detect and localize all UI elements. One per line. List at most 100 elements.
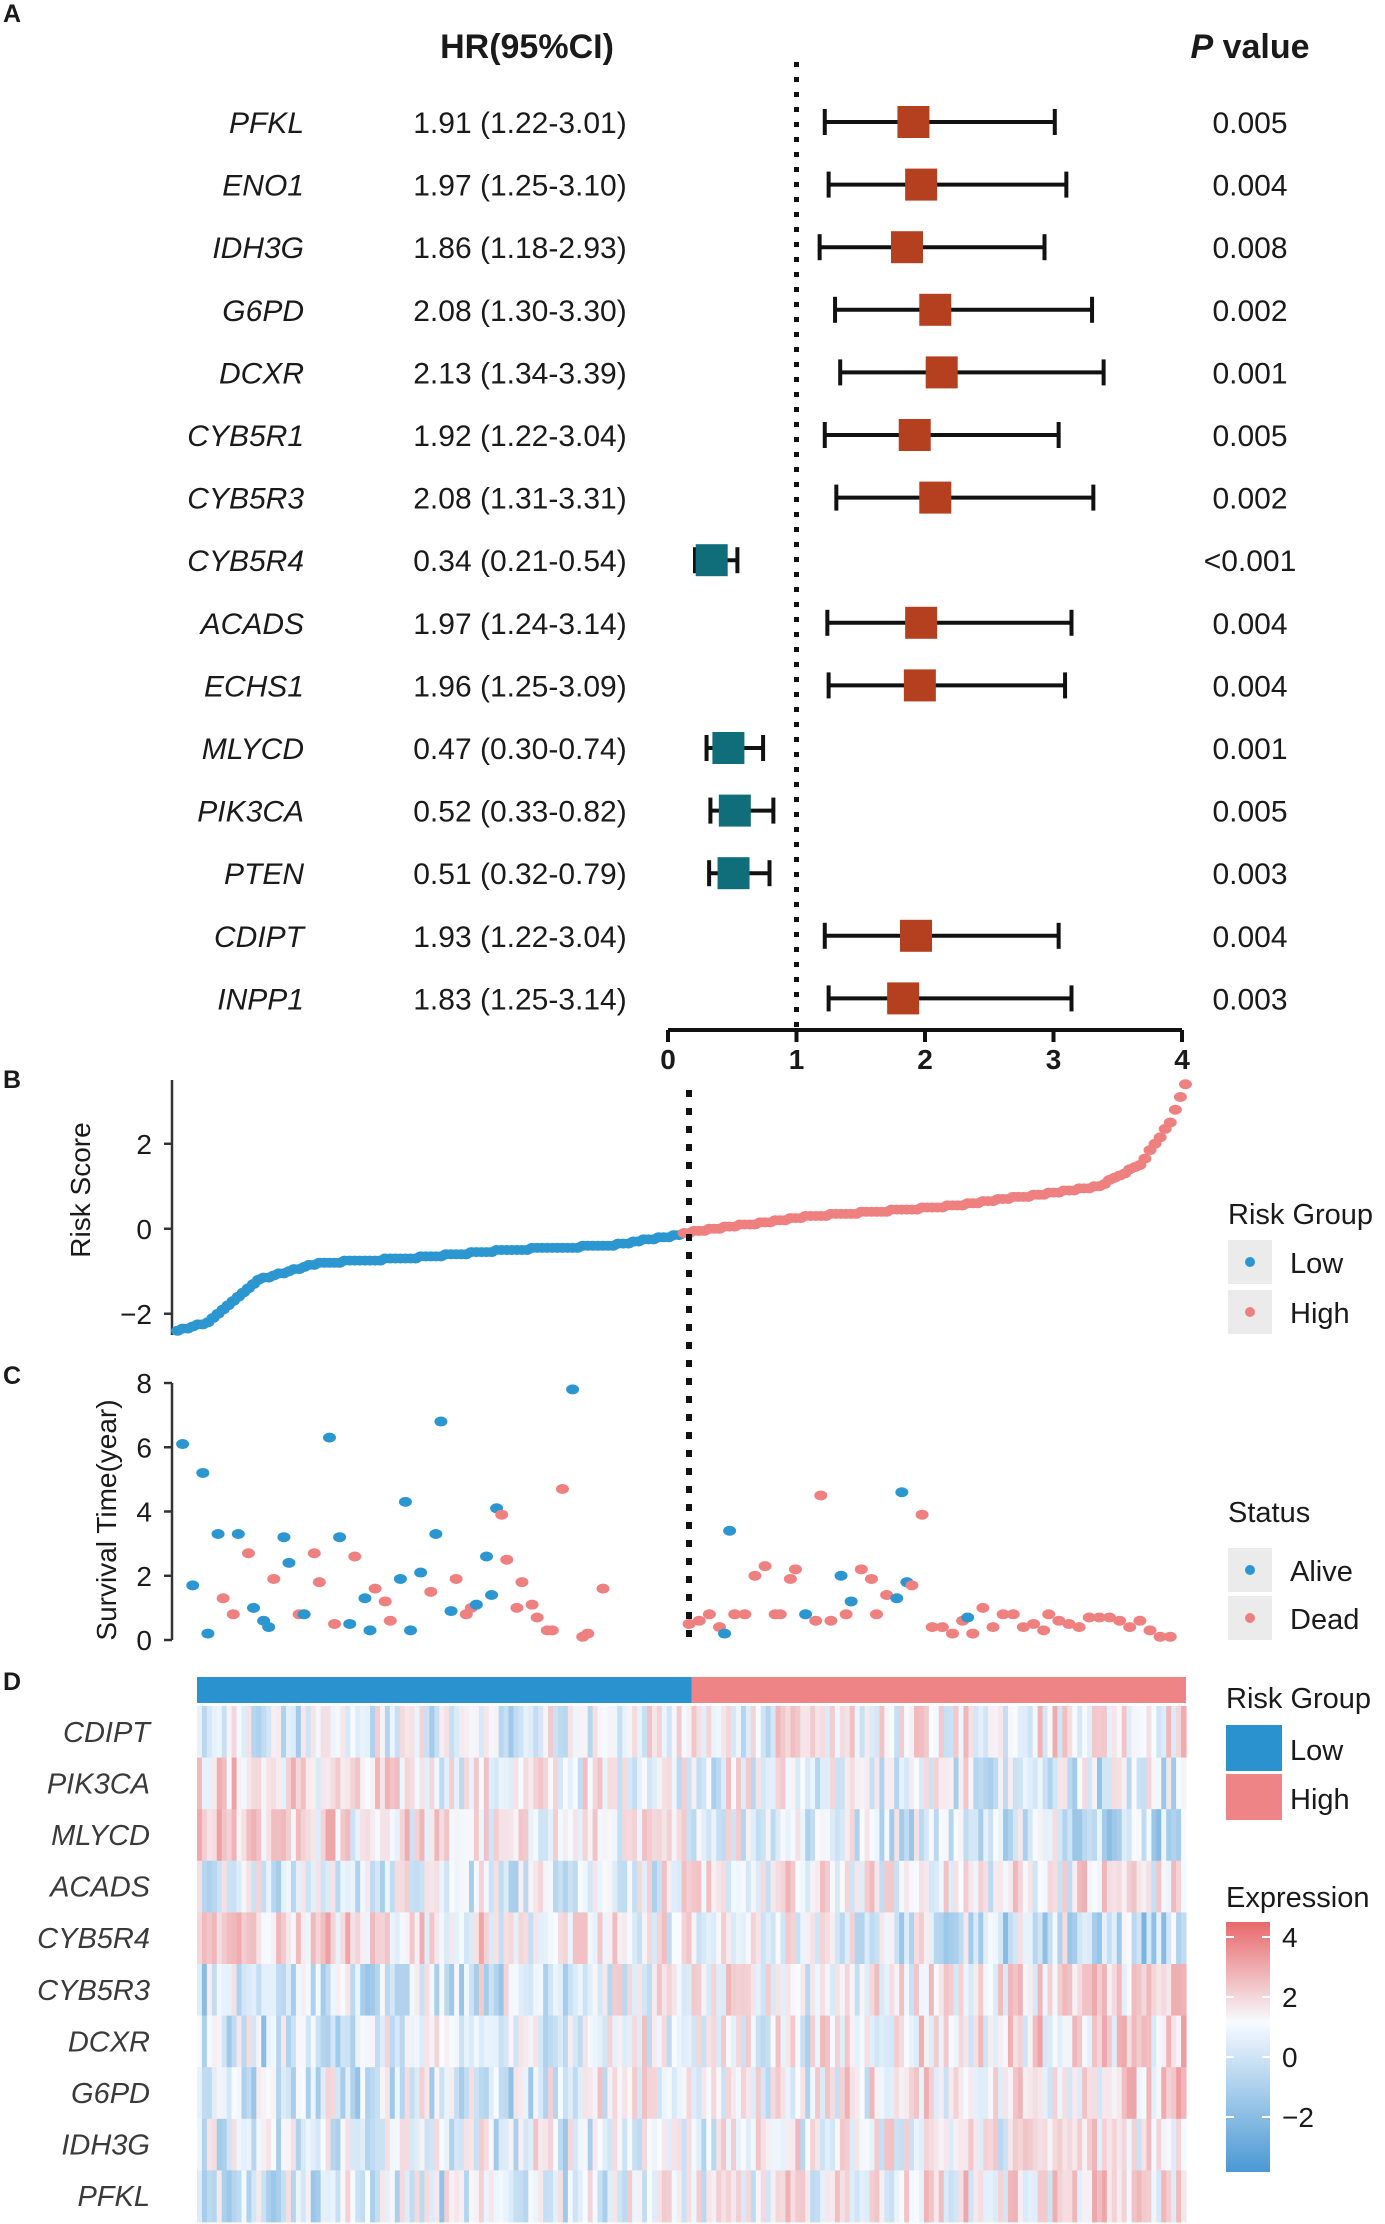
survival-point <box>935 1622 949 1633</box>
heatmap-cell <box>637 2067 643 2120</box>
heatmap-cell <box>226 1809 233 1862</box>
heatmap-cell <box>820 1912 826 1965</box>
heatmap-cell <box>637 2118 643 2171</box>
heatmap-cell <box>928 1809 935 1862</box>
heatmap-cell <box>894 1809 900 1862</box>
heatmap-cell <box>775 2067 782 2120</box>
heatmap-cell <box>973 2170 979 2223</box>
heatmap-cell <box>825 1809 831 1862</box>
heatmap-cell <box>211 1860 218 1913</box>
heatmap-cell <box>760 2067 767 2120</box>
heatmap-cell <box>473 2015 480 2068</box>
heatmap-cell <box>295 1809 302 1862</box>
heatmap-cell <box>820 2015 826 2068</box>
heatmap-cell <box>1072 2118 1078 2171</box>
heatmap-cell <box>889 2170 895 2223</box>
heatmap-cell <box>884 1809 890 1862</box>
heatmap-cell <box>953 1706 960 1758</box>
heatmap-cell <box>276 2118 282 2171</box>
heatmap-cell <box>973 1964 979 2016</box>
heatmap-cell <box>379 2015 386 2068</box>
heatmap-cell <box>889 2015 895 2068</box>
heatmap-cell <box>370 2170 376 2223</box>
heatmap-cell <box>815 2067 821 2120</box>
heatmap-cell <box>379 2067 386 2120</box>
survival-point <box>495 1509 509 1520</box>
heatmap-cell <box>894 1912 900 1965</box>
heatmap-cell <box>281 1809 287 1862</box>
heatmap-cell <box>1062 1912 1068 1965</box>
heatmap-cell <box>914 1912 920 1965</box>
heatmap-cell <box>261 1809 267 1862</box>
heatmap-cell <box>869 2118 876 2171</box>
heatmap-cell <box>1096 1964 1103 2016</box>
heatmap-cell <box>968 1964 974 2016</box>
heatmap-cell <box>281 1706 287 1758</box>
heatmap-cell <box>523 2015 529 2068</box>
heatmap-cell <box>953 1860 960 1913</box>
heatmap-cell <box>844 1706 851 1758</box>
heatmap-cell <box>1007 1757 1014 1810</box>
heatmap-cell <box>1146 1860 1152 1913</box>
heatmap-cell <box>345 1757 351 1810</box>
heatmap-cell <box>1126 1860 1133 1913</box>
heatmap-cell <box>1067 2015 1073 2068</box>
survival-point <box>596 1583 610 1594</box>
heatmap-cell <box>923 1809 930 1862</box>
heatmap-cell <box>1126 2015 1133 2068</box>
heatmap-cell <box>1121 1964 1128 2016</box>
heatmap-cell <box>651 1809 658 1862</box>
heatmap-cell <box>839 2067 846 2120</box>
heatmap-cell <box>736 1860 742 1913</box>
heatmap-cell <box>330 1964 337 2016</box>
heatmap-cell <box>226 1860 233 1913</box>
heatmap-cell <box>1106 2067 1113 2120</box>
survival-point <box>226 1609 240 1620</box>
heatmap-cell <box>795 1912 801 1965</box>
heatmap-cell <box>1106 2118 1113 2171</box>
heatmap-cell <box>632 1860 638 1913</box>
heatmap-cell <box>805 1706 811 1758</box>
heatmap-cell <box>340 1964 346 2016</box>
heatmap-cell <box>1032 2015 1039 2068</box>
heatmap-cell <box>528 2118 534 2171</box>
heatmap-cell <box>1007 1860 1014 1913</box>
heatmap-cell <box>1116 1964 1123 2016</box>
p-value-label: 0.003 <box>1212 858 1287 891</box>
heatmap-cell <box>310 2015 317 2068</box>
heatmap-cell <box>914 1964 920 2016</box>
heatmap-cell <box>963 2067 970 2120</box>
heatmap-cell <box>226 2118 233 2171</box>
heatmap-cell <box>706 1706 712 1758</box>
heatmap-cell <box>632 1912 638 1965</box>
heatmap-cell <box>572 2118 579 2171</box>
p-value-label: 0.005 <box>1212 796 1287 829</box>
heatmap-cell <box>904 1809 910 1862</box>
heatmap-cell <box>281 1860 287 1913</box>
heatmap-cell <box>671 1809 678 1862</box>
heatmap-cell <box>1062 2170 1068 2223</box>
survival-point <box>267 1573 281 1584</box>
survival-point <box>814 1490 828 1501</box>
heatmap-cell <box>464 1912 470 1965</box>
heatmap-cell <box>582 2067 589 2120</box>
heatmap-cell <box>800 1860 806 1913</box>
heatmap-cell <box>1052 1912 1059 1965</box>
heatmap-cell <box>612 1964 618 2016</box>
heatmap-cell <box>948 1706 955 1758</box>
heatmap-cell <box>473 1757 480 1810</box>
heatmap-cell <box>1012 1809 1019 1862</box>
hr-point <box>695 544 728 577</box>
heatmap-cell <box>1077 1860 1083 1913</box>
heatmap-cell <box>271 1860 277 1913</box>
heatmap-cell <box>221 1912 228 1965</box>
heatmap-cell <box>914 1809 920 1862</box>
heatmap-cell <box>587 1757 594 1810</box>
heatmap-cell <box>370 2118 376 2171</box>
heatmap-cell <box>216 2118 223 2171</box>
heatmap-cell <box>365 1706 371 1758</box>
hr-point <box>900 919 933 952</box>
heatmap-cell <box>350 2170 356 2223</box>
heatmap-cell <box>1146 2170 1152 2223</box>
survival-point <box>728 1609 742 1620</box>
